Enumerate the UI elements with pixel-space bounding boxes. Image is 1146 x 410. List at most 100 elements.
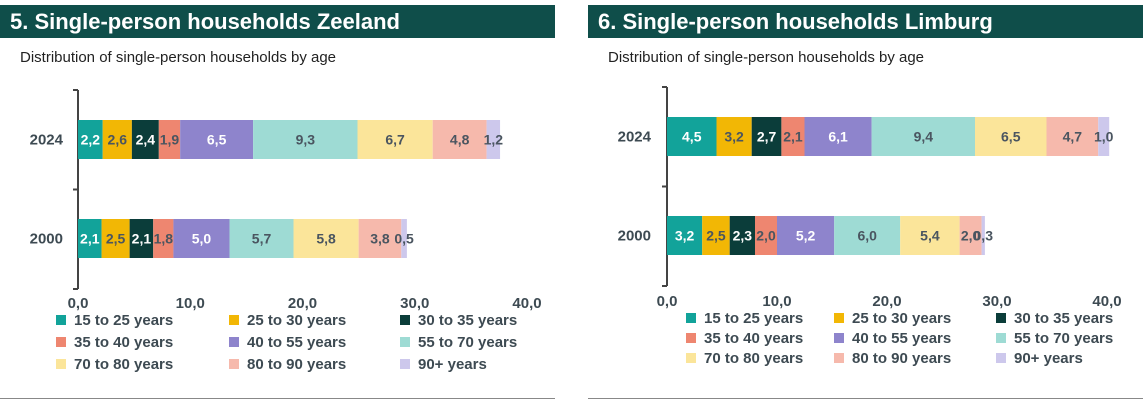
x-tick-label: 30,0 <box>400 295 429 312</box>
stacked-bar-chart: 2024 4,5 3,2 2,7 2,1 6,1 9,4 6,5 4,7 1,0 2000 3,2 2,… <box>618 86 1122 310</box>
data-label: 4,7 <box>1063 129 1083 145</box>
category-label: 2000 <box>30 231 63 248</box>
legend-label: 30 to 35 years <box>418 312 518 329</box>
legend-swatch <box>834 333 844 344</box>
legend-item: 15 to 25 years <box>686 309 803 329</box>
data-label: 2,0 <box>961 228 981 244</box>
legend-item: 15 to 25 years <box>56 311 173 331</box>
legend-label: 30 to 35 years <box>1014 310 1114 327</box>
data-label: 2,5 <box>706 228 726 244</box>
x-tick-label: 20,0 <box>872 293 901 310</box>
data-label: 6,1 <box>828 129 848 145</box>
legend-swatch <box>834 353 844 364</box>
legend-label: 25 to 30 years <box>852 310 952 327</box>
data-label: 5,0 <box>192 231 212 247</box>
legend-label: 70 to 80 years <box>704 350 804 367</box>
bar-segment <box>667 216 703 255</box>
panel-title: 6. Single-person households Limburg <box>588 5 1143 38</box>
bar-segment <box>781 117 805 156</box>
x-tick-label: 10,0 <box>762 293 791 310</box>
x-tick-label: 40,0 <box>1092 293 1121 310</box>
legend-label: 35 to 40 years <box>704 330 804 347</box>
legend-swatch <box>229 315 239 326</box>
bar-segment <box>486 120 501 159</box>
legend-swatch <box>56 315 66 326</box>
bar-segment <box>131 120 159 159</box>
legend-swatch <box>996 333 1006 344</box>
legend-swatch <box>996 353 1006 364</box>
bar-segment <box>129 219 154 258</box>
legend-item: 70 to 80 years <box>686 349 803 369</box>
legend-swatch <box>834 313 844 324</box>
data-label: 4,5 <box>682 129 702 145</box>
legend-item: 80 to 90 years <box>229 355 346 375</box>
data-label: 2,4 <box>136 132 156 148</box>
data-label: 2,1 <box>132 231 152 247</box>
legend-label: 25 to 30 years <box>247 312 347 329</box>
bar-segment <box>900 216 960 255</box>
bar-segment <box>253 120 358 159</box>
bar-segment <box>78 219 102 258</box>
data-label: 2,0 <box>756 228 776 244</box>
bar-segment <box>158 120 181 159</box>
bar-segment <box>229 219 294 258</box>
legend-item: 40 to 55 years <box>229 333 346 353</box>
legend-swatch <box>400 359 410 370</box>
legend-swatch <box>996 313 1006 324</box>
legend-label: 55 to 70 years <box>418 334 518 351</box>
bar-segment <box>959 216 982 255</box>
divider <box>588 398 1143 399</box>
legend-label: 90+ years <box>418 356 487 373</box>
bar-segment <box>173 219 230 258</box>
x-tick-label: 0,0 <box>68 295 89 312</box>
bar-segment <box>358 219 402 258</box>
panel-subtitle: Distribution of single-person households… <box>608 49 925 66</box>
data-label: 0,5 <box>394 231 414 247</box>
data-label: 5,4 <box>920 228 940 244</box>
bar-segment <box>834 216 901 255</box>
data-label: 6,7 <box>385 132 405 148</box>
data-label: 4,8 <box>450 132 470 148</box>
legend-item: 70 to 80 years <box>56 355 173 375</box>
legend-label: 55 to 70 years <box>1014 330 1114 347</box>
legend-label: 90+ years <box>1014 350 1083 367</box>
data-label: 2,2 <box>81 132 101 148</box>
x-tick-label: 0,0 <box>657 293 678 310</box>
x-tick-label: 10,0 <box>176 295 205 312</box>
bar-segment <box>716 117 752 156</box>
bar-segment <box>102 120 132 159</box>
category-label: 2024 <box>30 132 64 149</box>
data-label: 9,4 <box>914 129 934 145</box>
legend-label: 80 to 90 years <box>247 356 347 373</box>
bar-segment <box>871 117 975 156</box>
data-label: 3,2 <box>724 129 744 145</box>
bar-segment <box>78 120 103 159</box>
legend-swatch <box>229 359 239 370</box>
legend-swatch <box>686 313 696 324</box>
data-label: 2,1 <box>783 129 803 145</box>
category-label: 2024 <box>618 129 652 146</box>
data-label: 1,2 <box>484 132 504 148</box>
legend-label: 40 to 55 years <box>247 334 347 351</box>
data-label: 6,5 <box>207 132 227 148</box>
data-label: 0,3 <box>974 228 994 244</box>
data-label: 6,5 <box>1001 129 1021 145</box>
bar-segment <box>975 117 1047 156</box>
x-tick-label: 20,0 <box>288 295 317 312</box>
legend-label: 40 to 55 years <box>852 330 952 347</box>
legend-swatch <box>400 337 410 348</box>
bar-segment <box>1098 117 1110 156</box>
legend-swatch <box>686 333 696 344</box>
bar-segment <box>1046 117 1099 156</box>
x-tick-label: 40,0 <box>512 295 541 312</box>
legend-item: 55 to 70 years <box>996 329 1113 349</box>
legend-item: 90+ years <box>400 355 487 375</box>
legend-label: 15 to 25 years <box>704 310 804 327</box>
data-label: 3,2 <box>675 228 695 244</box>
chart-panel-zeeland: 5. Single-person households Zeeland Dist… <box>0 0 555 410</box>
bar-segment <box>357 120 433 159</box>
stacked-bar-chart: 2024 2,2 2,6 2,4 1,9 6,5 9,3 6,7 4,8 1,2 2000 2,1 2,… <box>30 89 542 312</box>
legend-label: 70 to 80 years <box>74 356 174 373</box>
data-label: 3,8 <box>370 231 390 247</box>
legend-item: 40 to 55 years <box>834 329 951 349</box>
